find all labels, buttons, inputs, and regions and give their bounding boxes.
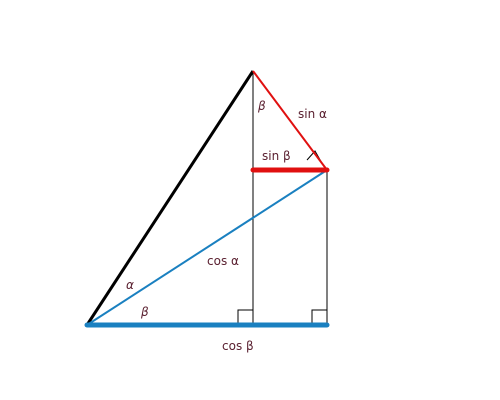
- right-angle-mark: [311, 309, 327, 325]
- angle-label: β: [140, 305, 149, 319]
- side-label: cos β: [222, 339, 254, 353]
- side-label: cos α: [207, 254, 239, 268]
- side-label: sin α: [298, 107, 327, 121]
- hypotenuse: [85, 70, 255, 326]
- right-angle-mark: [237, 309, 253, 325]
- angle-label: α: [126, 278, 134, 292]
- sin-alpha-side: [252, 70, 328, 171]
- cos-alpha-side: [86, 169, 328, 326]
- angle-label: β: [257, 99, 266, 113]
- side-label: sin β: [262, 149, 291, 163]
